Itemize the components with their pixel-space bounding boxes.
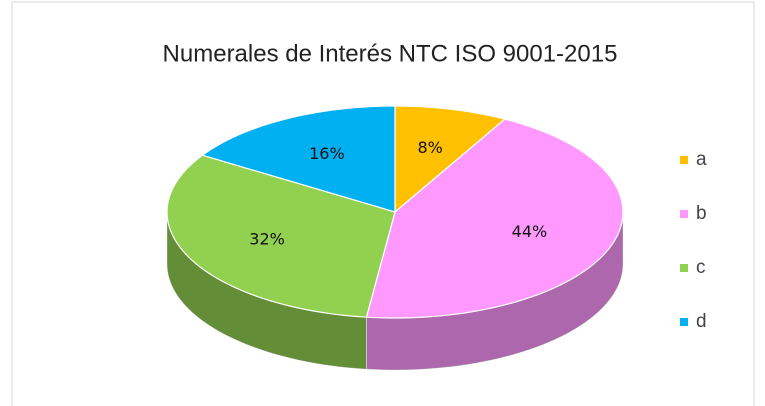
data-label: 16% (309, 144, 345, 163)
legend-label: a (696, 149, 707, 170)
legend-swatch (680, 156, 688, 164)
pie-slice (365, 118, 624, 319)
legend-swatch (680, 318, 688, 326)
legend-swatch (680, 264, 688, 272)
legend-label: c (696, 257, 706, 278)
legend-swatch (680, 210, 688, 218)
legend-label: b (696, 203, 707, 224)
data-label: 8% (417, 138, 442, 157)
chart-title: Numerales de Interés NTC ISO 9001-2015 (163, 40, 618, 67)
pie-side-shade (366, 212, 623, 370)
legend-label: d (696, 311, 707, 332)
pie-slice (394, 105, 507, 214)
pie-side-shade (167, 212, 367, 370)
data-label: 44% (512, 222, 548, 241)
data-label: 32% (249, 229, 285, 248)
pie-slice (201, 105, 396, 213)
